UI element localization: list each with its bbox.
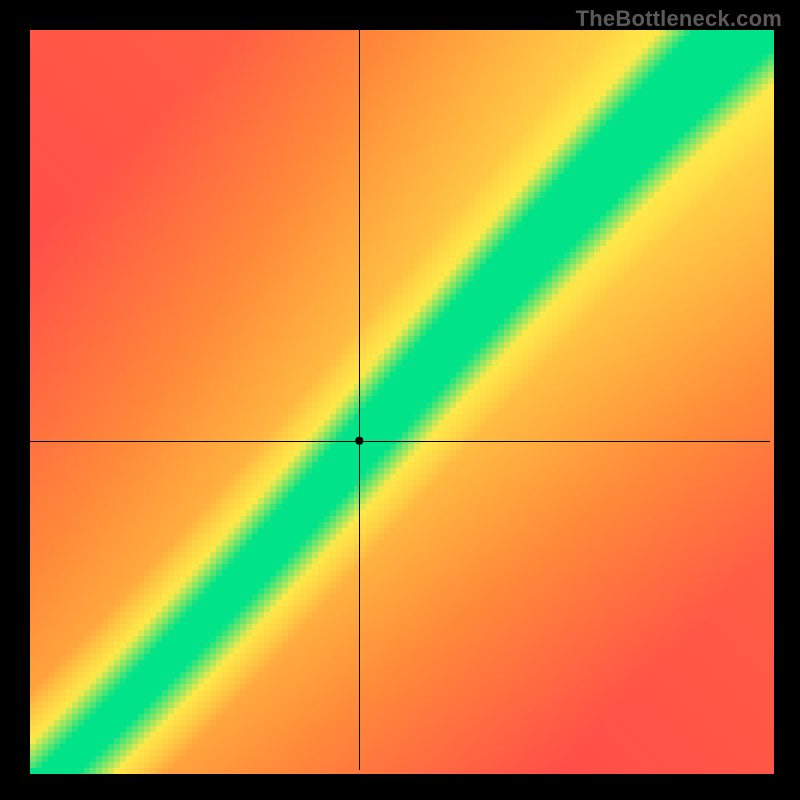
chart-container: TheBottleneck.com [0, 0, 800, 800]
bottleneck-heatmap [0, 0, 800, 800]
watermark-text: TheBottleneck.com [576, 6, 782, 32]
